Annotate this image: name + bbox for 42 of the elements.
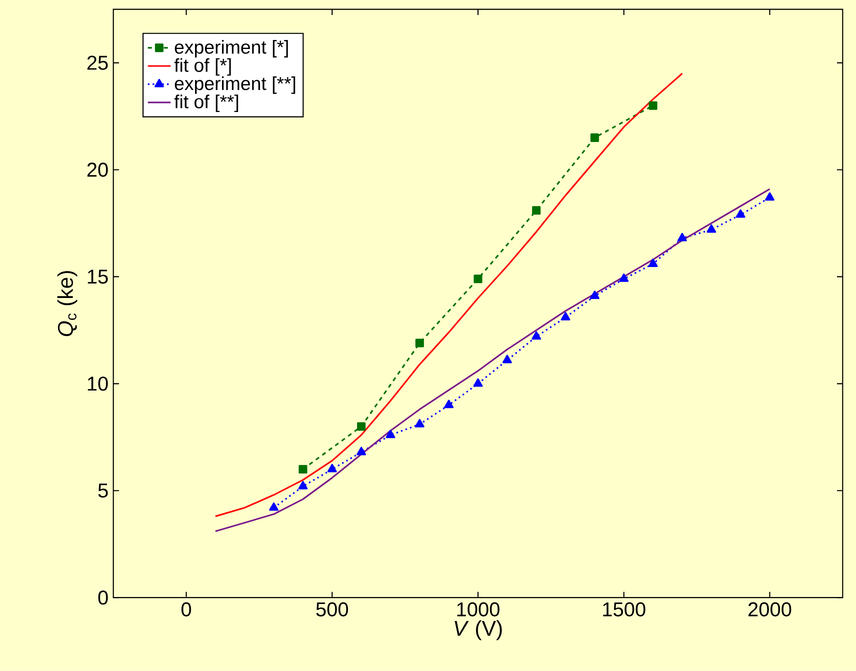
y-tick-label: 0 [98, 590, 108, 605]
y-tick-label: 25 [87, 56, 108, 70]
point [560, 312, 570, 320]
point [532, 331, 542, 340]
point [269, 502, 279, 511]
point [356, 446, 366, 456]
point [444, 400, 454, 408]
point [474, 274, 482, 284]
y-tick-label: 15 [88, 270, 108, 284]
legend-label: fit of [*] [174, 58, 231, 76]
point [357, 422, 366, 431]
point [502, 354, 512, 364]
point [648, 258, 658, 267]
x-tick-label: 0 [181, 602, 192, 616]
point [619, 274, 629, 282]
legend-label: experiment [**] [174, 76, 296, 94]
point [327, 464, 337, 472]
x-axis-title: V (V) [454, 620, 502, 640]
point [415, 338, 424, 348]
point [298, 481, 308, 490]
point [590, 290, 600, 300]
point [736, 209, 746, 218]
legend-label: fit of [**] [174, 94, 238, 112]
x-tick-label: 2000 [748, 602, 792, 616]
point [298, 465, 308, 474]
x-tick-label: 500 [316, 602, 348, 616]
point [473, 378, 483, 387]
point [648, 101, 658, 110]
point [706, 224, 716, 233]
x-tick-label: 1000 [457, 602, 500, 616]
y-tick-label: 10 [88, 376, 108, 391]
point [386, 430, 396, 438]
y-tick-label: 20 [87, 162, 108, 177]
point [414, 419, 424, 428]
point [765, 192, 774, 201]
y-tick-label: 5 [98, 484, 108, 498]
y-axis-title: Q$_{c}$ (ke) [57, 271, 78, 336]
x-tick-label: 1500 [603, 602, 646, 616]
point [590, 133, 599, 142]
legend-label: experiment [*] [174, 40, 288, 58]
point [677, 232, 687, 242]
point [532, 206, 541, 215]
